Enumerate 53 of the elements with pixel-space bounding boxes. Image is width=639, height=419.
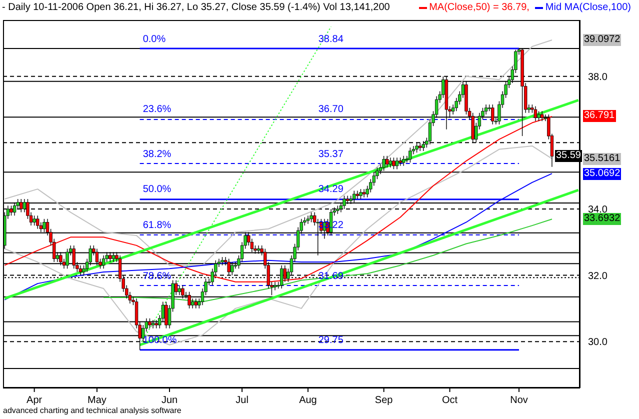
candlestick: [408, 147, 412, 163]
ref-line-label: 38.84: [318, 34, 344, 44]
candlestick: [10, 205, 13, 216]
x-tick-label: May: [88, 395, 106, 406]
candlestick: [36, 215, 40, 230]
ref-line-label: 36.70: [318, 104, 344, 116]
candlestick: [359, 188, 362, 200]
candlestick: [362, 188, 366, 198]
annotation: 39.0972: [583, 34, 622, 46]
candlestick: [388, 157, 392, 168]
annotation: 61.8%: [142, 220, 172, 231]
candlestick: [22, 198, 26, 213]
candlestick: [310, 212, 313, 223]
annotation: 36.791: [583, 110, 616, 122]
x-tick-label: Oct: [442, 395, 458, 406]
candlestick: [273, 282, 277, 291]
annotation: 50.0%: [142, 184, 172, 196]
annotation: 38.2%: [142, 148, 172, 160]
x-tick-label: Jul: [236, 395, 248, 406]
candlestick: [306, 215, 310, 224]
legend-label: MA(Close,50) = 36.79,: [428, 2, 530, 13]
y-tick-label: 32.0: [588, 270, 608, 282]
line-series: [4, 173, 552, 300]
line-series: [103, 218, 552, 302]
y-tick-label: 38.0: [588, 72, 608, 83]
annotation: 23.6%: [142, 104, 172, 116]
candlestick: [32, 215, 36, 226]
x-tick-label: Sep: [374, 395, 394, 406]
x-tick-label: Apr: [26, 395, 43, 406]
x-tick-label: Nov: [510, 395, 528, 406]
x-tick-label: Aug: [299, 395, 317, 406]
ref-line-label: 34.29: [318, 184, 344, 196]
line-series: [4, 145, 552, 346]
candlestick: [392, 157, 396, 170]
annotation: 35.59: [554, 150, 582, 162]
candlestick: [402, 156, 406, 166]
annotation: 0.0%: [142, 34, 166, 44]
annotation: 35.0692: [583, 168, 622, 180]
chart-title: - Daily 10-11-2006 Open 36.21, Hi 36.27, Lo 35.27, Close 35.59 (-1.4%) Vol 13,141,200: [2, 2, 390, 13]
legend-label: Mid MA(Close,100): [544, 2, 631, 13]
ref-line-label: 33.22: [318, 220, 344, 231]
annotation: 33.6932: [583, 213, 622, 226]
text: advanced charting and technical analysis software: [3, 406, 182, 415]
y-tick-label: 30.0: [588, 337, 608, 348]
candlestick: [386, 156, 389, 168]
candlestick: [537, 110, 540, 122]
x-tick-label: Jun: [161, 395, 178, 406]
candlestick: [395, 157, 399, 170]
annotation: 35.5161: [583, 152, 622, 165]
candlestick: [356, 190, 360, 200]
candlestick: [102, 255, 106, 269]
ref-line-label: 31.69: [318, 270, 344, 282]
ref-line-label: 35.37: [318, 148, 344, 160]
